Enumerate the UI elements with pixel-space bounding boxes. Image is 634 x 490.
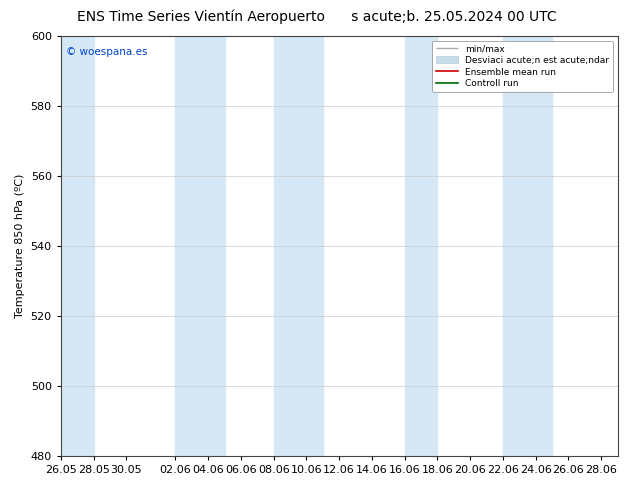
Y-axis label: Temperature 850 hPa (ºC): Temperature 850 hPa (ºC) xyxy=(15,174,25,318)
Bar xyxy=(274,36,323,456)
Bar xyxy=(176,36,224,456)
Text: ENS Time Series Vientín Aeropuerto      s acute;b. 25.05.2024 00 UTC: ENS Time Series Vientín Aeropuerto s acu… xyxy=(77,10,557,24)
Bar xyxy=(404,36,437,456)
Text: © woespana.es: © woespana.es xyxy=(67,47,148,57)
Legend: min/max, Desviaci acute;n est acute;ndar, Ensemble mean run, Controll run: min/max, Desviaci acute;n est acute;ndar… xyxy=(432,41,613,92)
Bar xyxy=(503,36,552,456)
Bar xyxy=(61,36,94,456)
